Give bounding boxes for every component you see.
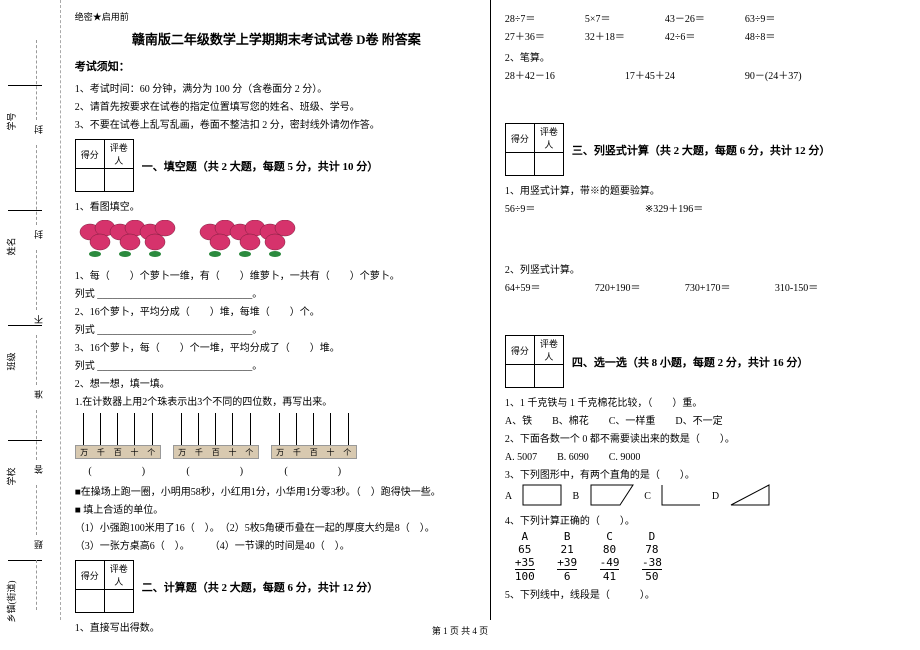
s3-q1-items: 56÷9＝ ※329＋196＝ bbox=[505, 200, 908, 218]
shape-angle-icon bbox=[661, 484, 701, 509]
q2-sub: 1.在计数器上用2个珠表示出3个不同的四位数，再写出来。 bbox=[75, 393, 478, 408]
calc2-head: 2、笔算。 bbox=[505, 49, 908, 64]
flower-icon bbox=[195, 220, 305, 260]
bind-label-name: 姓名 bbox=[5, 237, 18, 255]
bind-label-class: 班级 bbox=[5, 352, 18, 370]
section-3-title: 三、列竖式计算（共 2 大题，每题 6 分，共计 12 分） bbox=[572, 142, 831, 158]
vert-calc-c: C 80 -49 41 bbox=[600, 530, 620, 583]
vert-calc-b: B 21 +39 6 bbox=[557, 530, 577, 583]
calc-row-2: 27＋36＝ 32＋18＝ 42÷6＝ 48÷8＝ bbox=[505, 28, 908, 46]
flower-icon bbox=[75, 220, 185, 260]
q1-line-2: 2、16个萝卜，平均分成（ ）堆，每堆（ ）个。 bbox=[75, 303, 478, 318]
s3-q2-items: 64+59＝ 720+190＝ 730+170＝ 310-150＝ bbox=[505, 279, 908, 297]
shape-trapezoid-icon bbox=[590, 484, 634, 509]
score-box-4: 得分 评卷人 bbox=[505, 335, 564, 388]
s4-q5: 5、下列线中，线段是（ ）。 bbox=[505, 586, 908, 601]
exam-title: 赣南版二年级数学上学期期末考试试卷 D卷 附答案 bbox=[75, 29, 478, 48]
q2-fill-0: （1）小强跑100米用了16（ ）。 （2）5枚5角硬币叠在一起的厚度大约是8（… bbox=[75, 519, 478, 534]
vert-calc-a: A 65 +35 100 bbox=[515, 530, 535, 583]
section-2-header: 得分 评卷人 二、计算题（共 2 大题，每题 6 分，共计 12 分） bbox=[75, 560, 478, 613]
q2-fill-head: ■ 填上合适的单位。 bbox=[75, 501, 478, 516]
grader-label: 评卷人 bbox=[104, 140, 133, 169]
secret-label: 绝密★启用前 bbox=[75, 10, 478, 23]
section-4-header: 得分 评卷人 四、选一选（共 8 小题，每题 2 分，共计 16 分） bbox=[505, 335, 908, 388]
seal-char-4: 答 bbox=[32, 465, 45, 474]
s4-q2: 2、下面各数一个 0 都不需要读出来的数是（ ）。 bbox=[505, 430, 908, 445]
q1-line-0: 1、每（ ）个萝卜一维，有（ ）维萝卜，一共有（ ）个萝卜。 bbox=[75, 267, 478, 282]
notice-head: 考试须知： bbox=[75, 58, 478, 74]
q1-line-3: 列式 _______________________________。 bbox=[75, 321, 478, 336]
left-column: 绝密★启用前 赣南版二年级数学上学期期末考试试卷 D卷 附答案 考试须知： 1、… bbox=[61, 0, 491, 620]
notice-3: 3、不要在试卷上乱写乱画，卷面不整洁扣 2 分，密封线外请勿作答。 bbox=[75, 116, 478, 131]
seal-char-0: 封 bbox=[32, 125, 45, 134]
notice-1: 1、考试时间：60 分钟，满分为 100 分（含卷面分 2 分）。 bbox=[75, 80, 478, 95]
abacus-2: 万千百十个 ( ) bbox=[173, 411, 259, 477]
section-1-title: 一、填空题（共 2 大题，每题 5 分，共计 10 分） bbox=[142, 158, 379, 174]
abacus-row: 万千百十个 ( ) 万千百十个 ( ) 万千百十个 ( ) bbox=[75, 411, 478, 477]
score-box-2: 得分 评卷人 bbox=[75, 560, 134, 613]
seal-char-2: 不 bbox=[32, 315, 45, 324]
s4-q3-shapes: A B C D bbox=[505, 484, 908, 509]
q1-head: 1、看图填空。 bbox=[75, 198, 478, 213]
s3-q1: 1、用竖式计算，带※的题要验算。 bbox=[505, 182, 908, 197]
page: 乡镇(街道) 学校 班级 姓名 学号 封 封 不 准 答 题 绝密★启用 bbox=[0, 0, 920, 620]
flower-figures bbox=[75, 216, 478, 264]
section-1-header: 得分 评卷人 一、填空题（共 2 大题，每题 5 分，共计 10 分） bbox=[75, 139, 478, 192]
q2-run: ■在操场上跑一圈，小明用58秒，小红用1分，小华用1分零3秒。（ ）跑得快一些。 bbox=[75, 483, 478, 498]
seal-char-1: 封 bbox=[32, 230, 45, 239]
abacus-3: 万千百十个 ( ) bbox=[271, 411, 357, 477]
s3-q2: 2、列竖式计算。 bbox=[505, 261, 908, 276]
notice-2: 2、请首先按要求在试卷的指定位置填写您的姓名、班级、学号。 bbox=[75, 98, 478, 113]
section-4-title: 四、选一选（共 8 小题，每题 2 分，共计 16 分） bbox=[572, 354, 809, 370]
s4-q1: 1、1 千克铁与 1 千克棉花比较，（ ）重。 bbox=[505, 394, 908, 409]
right-column: 28÷7＝ 5×7＝ 43－26＝ 63÷9＝ 27＋36＝ 32＋18＝ 42… bbox=[491, 0, 920, 620]
q1-line-1: 列式 _______________________________。 bbox=[75, 285, 478, 300]
section-3-header: 得分 评卷人 三、列竖式计算（共 2 大题，每题 6 分，共计 12 分） bbox=[505, 123, 908, 176]
score-label: 得分 bbox=[75, 140, 104, 169]
s4-q4: 4、下列计算正确的（ ）。 bbox=[505, 512, 908, 527]
calc-row-1: 28÷7＝ 5×7＝ 43－26＝ 63÷9＝ bbox=[505, 10, 908, 28]
bind-label-township: 乡镇(街道) bbox=[5, 581, 18, 623]
q2-fill-1: （3）一张方桌高6（ ）。 （4）一节课的时间是40（ ）。 bbox=[75, 537, 478, 552]
q1-line-4: 3、16个萝卜，每（ ）个一堆，平均分成了（ ）堆。 bbox=[75, 339, 478, 354]
q2-head: 2、想一想，填一填。 bbox=[75, 375, 478, 390]
bind-label-id: 学号 bbox=[5, 112, 18, 130]
section-2-title: 二、计算题（共 2 大题，每题 6 分，共计 12 分） bbox=[142, 579, 379, 595]
binding-margin: 乡镇(街道) 学校 班级 姓名 学号 封 封 不 准 答 题 bbox=[0, 0, 61, 620]
calc2-row: 28＋42－16 17＋45＋24 90－(24＋37) bbox=[505, 67, 908, 85]
score-box-3: 得分 评卷人 bbox=[505, 123, 564, 176]
s4-q1-opts: A、铁 B、棉花 C、一样重 D、不一定 bbox=[505, 412, 908, 427]
q1-line-5: 列式 _______________________________。 bbox=[75, 357, 478, 372]
seal-char-5: 题 bbox=[32, 540, 45, 549]
s4-q4-columns: A 65 +35 100 B 21 +39 6 C 80 -49 41 D 78… bbox=[505, 530, 908, 583]
shape-triangle-icon bbox=[730, 484, 770, 509]
shape-rect-icon bbox=[522, 484, 562, 509]
s4-q3: 3、下列图形中，有两个直角的是（ ）。 bbox=[505, 466, 908, 481]
score-box-1: 得分 评卷人 bbox=[75, 139, 134, 192]
abacus-1: 万千百十个 ( ) bbox=[75, 411, 161, 477]
calc-head: 1、直接写出得数。 bbox=[75, 619, 478, 634]
s4-q2-opts: A. 5007 B. 6090 C. 9000 bbox=[505, 448, 908, 463]
bind-label-school: 学校 bbox=[5, 467, 18, 485]
seal-char-3: 准 bbox=[32, 390, 45, 399]
vert-calc-d: D 78 -38 50 bbox=[642, 530, 662, 583]
